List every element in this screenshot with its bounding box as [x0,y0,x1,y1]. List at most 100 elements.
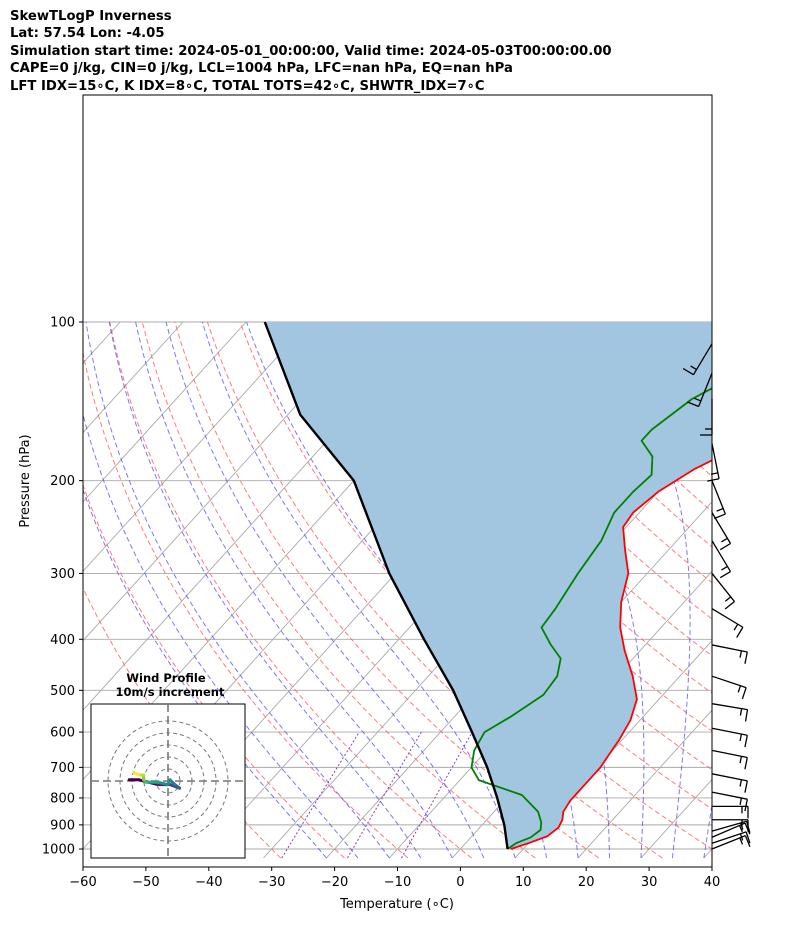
moist-adiabat-line [465,321,645,858]
x-tick-label: −30 [258,875,285,890]
wind-barb [711,749,748,770]
wind-barb-flag [733,623,739,631]
moist-adiabat-line [201,321,516,859]
wind-barb [687,372,713,408]
x-tick-label: −60 [69,875,96,890]
wind-barb-flag [739,756,743,764]
wind-barb [711,703,749,722]
chart-header: SkewTLogP Inverness Lat: 57.54 Lon: -4.0… [10,8,612,95]
wind-barb-flag [721,565,728,571]
wind-barb [711,480,726,520]
wind-barb-flag [716,507,724,512]
x-tick-label: 30 [641,875,658,890]
dewpoint-profile-line [470,387,712,850]
hodograph-title: Wind Profile [126,671,206,685]
wind-barb-flag [739,708,743,716]
y-tick-label: 500 [50,684,75,699]
y-tick-label: 600 [50,726,75,741]
x-tick-label: −20 [321,875,348,890]
y-tick-label: 800 [50,791,75,806]
mixing-ratio-line [401,731,473,859]
wind-barb-flag [719,571,731,579]
wind-barb-staff [711,773,748,782]
wind-barb-flag [739,797,743,806]
temperature-profile-line [510,459,712,850]
wind-barb [711,791,748,812]
y-tick-label: 300 [50,567,75,582]
wind-barb-flag [744,780,748,793]
x-tick-label: 0 [456,875,464,890]
wind-barb-flag [694,397,702,402]
mixing-ratio-line [281,731,360,859]
profile-lines [263,321,712,850]
wind-barb-flag [713,513,726,520]
wind-barb-flag [744,799,748,812]
dry-adiabat-line [109,321,472,859]
wind-barb-flag [739,779,743,787]
wind-barb-flag [739,733,743,742]
wind-barb-flag [724,601,735,610]
wind-barb-flag [744,757,748,770]
hodograph-subtitle: 10m/s increment [116,685,225,699]
isotherm-line [83,321,184,434]
dry-adiabat-line [174,321,600,859]
x-tick-label: 10 [515,875,532,890]
x-tick-label: −50 [132,875,159,890]
hodograph-trace-segment [156,780,170,787]
wind-barb [711,831,751,844]
hodograph-inset: Wind Profile 10m/s increment [90,671,246,859]
wind-barb-flag [737,685,742,693]
dry-adiabat-line [729,322,794,858]
index-line: LFT IDX=15∘C, K IDX=8∘C, TOTAL TOTS=42∘C… [10,78,485,94]
isotherm-line [577,709,712,859]
wind-barb [711,727,748,748]
moist-adiabat-line [85,321,390,859]
wind-barb-flag [721,537,728,543]
x-axis-label: Temperature (∘C) [339,897,454,912]
wind-barb-staff [711,727,748,736]
wind-barb [682,343,713,376]
wind-barb-staff [711,791,748,800]
wind-barb [711,644,748,664]
cape-cin-area [264,322,712,849]
y-tick-label: 1000 [42,843,75,858]
y-tick-label: 400 [50,633,75,648]
wind-barb-flag [739,650,743,658]
y-tick-label: 900 [50,818,75,833]
parcel-profile-line [263,321,509,850]
wind-barb-staff [711,703,748,711]
time-line: Simulation start time: 2024-05-01_00:00:… [10,43,612,59]
dry-adiabat-line [83,351,409,859]
cape-line: CAPE=0 j/kg, CIN=0 j/kg, LCL=1004 hPa, L… [10,61,513,77]
wind-barb [712,805,749,819]
axis-ticks: −60 −50 −40 −30 −20 −10 0 10 20 30 40 100 200 300 400 5… [42,316,720,891]
moist-adiabat-line [135,321,453,859]
wind-barb [711,540,732,579]
wind-barb [711,675,747,700]
wind-barb-flag [710,472,719,475]
wind-barb-flag [738,825,743,833]
isotherm-line [389,501,712,859]
wind-barb [700,399,713,436]
isotherm-line [703,848,712,859]
wind-barb-flag [744,735,748,748]
wind-barb-flag [744,651,748,664]
wind-barb-flag [707,478,720,482]
wind-barb [711,773,748,793]
mixing-ratio-line [347,731,422,859]
wind-barb-flag [744,835,751,848]
isotherm-line [83,321,310,572]
wind-barb-flag [690,365,697,371]
station-title: SkewTLogP Inverness [10,9,172,24]
dry-adiabat-line [141,321,536,859]
x-tick-label: −40 [195,875,222,890]
x-tick-label: 20 [578,875,595,890]
wind-barb [711,573,735,610]
wind-barb [711,608,744,638]
moist-adiabat-line [590,321,691,859]
dry-adiabat-line [83,483,345,859]
y-tick-label: 200 [50,474,75,489]
wind-barb-flag [736,626,744,638]
wind-barb-staff [711,512,732,544]
